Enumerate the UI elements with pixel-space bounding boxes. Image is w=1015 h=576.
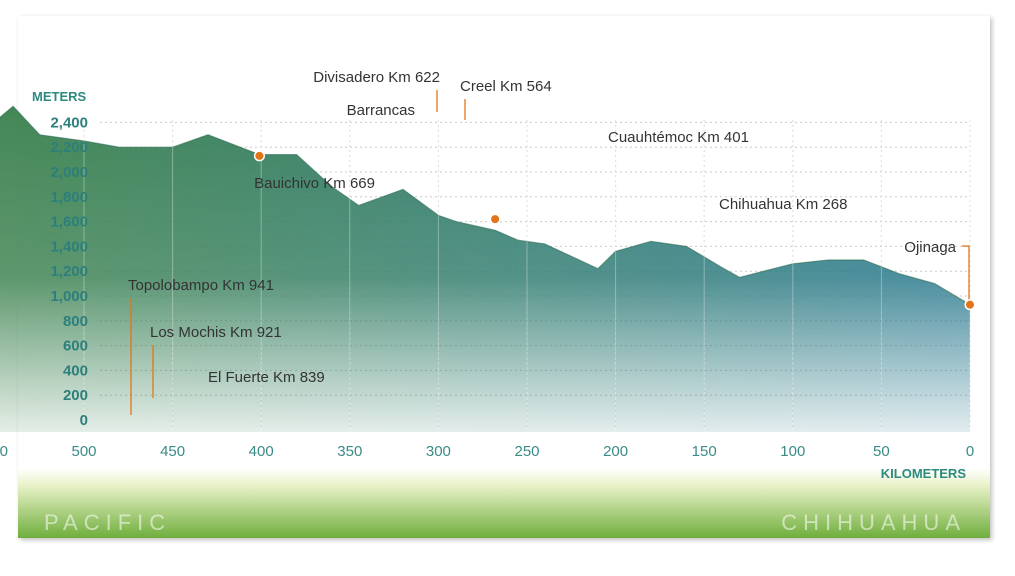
- x-axis-title: KILOMETERS: [881, 466, 967, 481]
- x-tick-label: 100: [780, 443, 805, 460]
- y-tick-label: 1,000: [50, 288, 88, 305]
- x-tick-label: 200: [603, 443, 628, 460]
- x-tick-label: 550: [0, 443, 8, 460]
- station-marker: [964, 299, 976, 311]
- elevation-area-fill: [0, 106, 970, 432]
- station-label: Barrancas: [347, 102, 415, 119]
- x-tick-label: 450: [160, 443, 185, 460]
- station-label: Bauichivo Km 669: [254, 175, 375, 192]
- station-label: Cuauhtémoc Km 401: [608, 129, 749, 146]
- y-tick-label: 1,400: [50, 238, 88, 255]
- x-tick-label: 300: [426, 443, 451, 460]
- x-tick-label: 150: [692, 443, 717, 460]
- y-axis-title: METERS: [32, 89, 87, 104]
- station-marker: [489, 213, 501, 225]
- x-tick-label: 500: [71, 443, 96, 460]
- station-label: Creel Km 564: [460, 78, 552, 95]
- x-tick-label: 350: [337, 443, 362, 460]
- region-label-left: PACIFIC: [44, 510, 171, 535]
- y-tick-label: 800: [63, 313, 88, 330]
- y-tick-label: 2,400: [50, 114, 88, 131]
- elevation-outline: [0, 105, 971, 306]
- station-label: Topolobampo Km 941: [128, 277, 274, 294]
- elevation-area: [0, 105, 971, 432]
- station-label: Chihuahua Km 268: [719, 196, 847, 213]
- x-tick-label: 250: [514, 443, 539, 460]
- station-label: Ojinaga: [904, 239, 956, 256]
- x-tick-label: 0: [966, 443, 974, 460]
- y-tick-label: 2,200: [50, 139, 88, 156]
- station-label: Divisadero Km 622: [313, 69, 440, 86]
- x-tick-label: 50: [873, 443, 890, 460]
- y-tick-label: 2,000: [50, 164, 88, 181]
- x-tick-label: 400: [249, 443, 274, 460]
- y-tick-label: 600: [63, 338, 88, 355]
- station-leader-line: [962, 245, 970, 305]
- y-tick-label: 1,600: [50, 214, 88, 231]
- y-tick-label: 200: [63, 387, 88, 404]
- region-label-right: CHIHUAHUA: [781, 510, 966, 535]
- x-axis-ticks: 9008508007507006506005505004504003503002…: [0, 443, 974, 460]
- region-band: [18, 468, 990, 538]
- station-label: El Fuerte Km 839: [208, 369, 325, 386]
- y-tick-label: 1,800: [50, 189, 88, 206]
- y-tick-label: 400: [63, 362, 88, 379]
- station-label: Los Mochis Km 921: [150, 324, 282, 341]
- y-tick-label: 0: [80, 412, 88, 429]
- station-marker: [253, 150, 265, 162]
- y-axis-ticks: 0 200 400 600 800 1,000 1,200 1,400 1,600 1,800 2,…: [50, 114, 88, 429]
- y-tick-label: 1,200: [50, 263, 88, 280]
- station-markers: Topolobampo Km 941 Los Mochis Km 921 El Fu…: [128, 69, 976, 415]
